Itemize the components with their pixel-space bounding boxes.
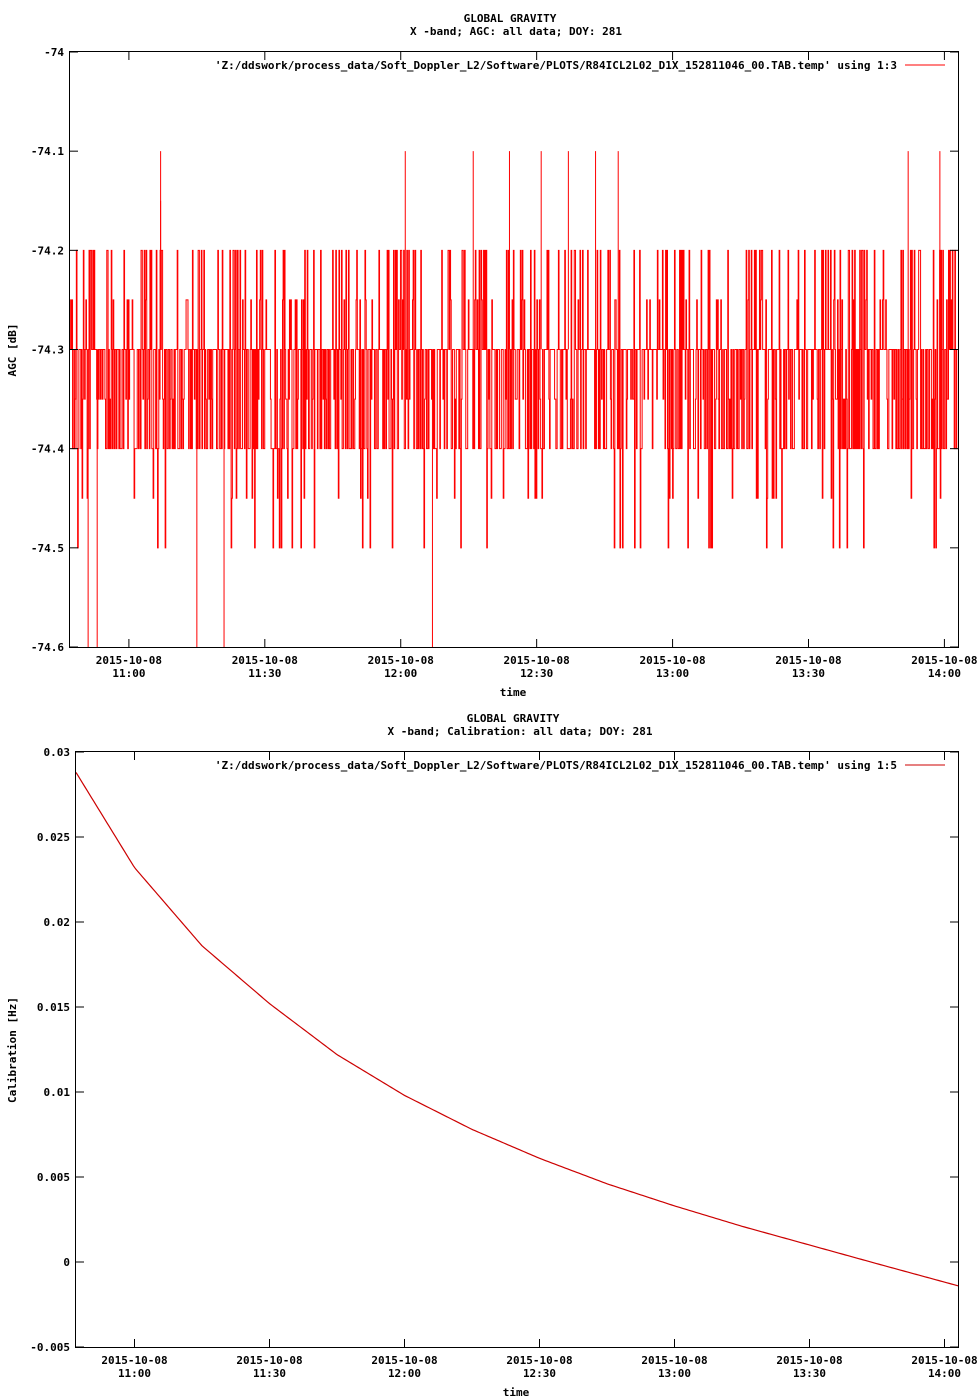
x-tick-time: 12:30: [523, 1367, 556, 1380]
x-tick-date: 2015-10-08: [911, 1354, 977, 1367]
x-tick-date: 2015-10-08: [776, 1354, 842, 1367]
y-tick-label: -74.4: [31, 443, 64, 456]
x-tick-date: 2015-10-08: [639, 654, 705, 667]
x-tick-date: 2015-10-08: [368, 654, 434, 667]
y-tick-label: 0: [63, 1256, 70, 1269]
chart-subtitle: X -band; Calibration: all data; DOY: 281: [388, 725, 653, 738]
chart-subtitle: X -band; AGC: all data; DOY: 281: [410, 25, 622, 38]
chart-title: GLOBAL GRAVITY: [464, 12, 557, 25]
x-tick-time: 13:00: [658, 1367, 691, 1380]
x-tick-time: 13:00: [656, 667, 689, 680]
x-tick-date: 2015-10-08: [504, 654, 570, 667]
legend: 'Z:/ddswork/process_data/Soft_Doppler_L2…: [215, 759, 945, 772]
x-tick-date: 2015-10-08: [96, 654, 162, 667]
legend-label: 'Z:/ddswork/process_data/Soft_Doppler_L2…: [215, 759, 897, 772]
agc-chart: GLOBAL GRAVITY X -band; AGC: all data; D…: [6, 12, 978, 699]
x-tick-time: 13:30: [793, 1367, 826, 1380]
x-axis-ticks: 2015-10-0811:002015-10-0811:302015-10-08…: [96, 52, 978, 680]
x-axis-ticks: 2015-10-0811:002015-10-0811:302015-10-08…: [101, 752, 978, 1380]
x-tick-date: 2015-10-08: [371, 1354, 437, 1367]
y-tick-label: -0.005: [30, 1341, 70, 1354]
y-tick-label: 0.025: [37, 831, 70, 844]
legend: 'Z:/ddswork/process_data/Soft_Doppler_L2…: [215, 59, 945, 72]
series-line: [70, 249, 958, 549]
y-tick-label: 0.01: [44, 1086, 71, 1099]
chart-title: GLOBAL GRAVITY: [467, 712, 560, 725]
x-tick-time: 11:30: [253, 1367, 286, 1380]
y-tick-label: 0.02: [44, 916, 71, 929]
x-tick-date: 2015-10-08: [236, 1354, 302, 1367]
calibration-chart: GLOBAL GRAVITY X -band; Calibration: all…: [6, 712, 978, 1399]
calibration-marks: [75, 772, 959, 1287]
y-tick-label: -74.6: [31, 641, 64, 654]
legend-label: 'Z:/ddswork/process_data/Soft_Doppler_L2…: [215, 59, 897, 72]
y-tick-label: -74.2: [31, 244, 64, 257]
y-tick-label: 0.005: [37, 1171, 70, 1184]
y-tick-label: -74.1: [31, 145, 64, 158]
x-tick-time: 14:00: [928, 667, 961, 680]
x-tick-time: 13:30: [792, 667, 825, 680]
y-axis-ticks: -74 -74.1 -74.2 -74.3 -74.4 -74.5 -74.6: [31, 46, 958, 654]
x-tick-date: 2015-10-08: [911, 654, 977, 667]
x-axis-label: time: [503, 1386, 530, 1399]
y-tick-label: 0.03: [44, 746, 71, 759]
x-tick-time: 11:30: [248, 667, 281, 680]
plot-frame: [69, 51, 959, 648]
x-tick-date: 2015-10-08: [641, 1354, 707, 1367]
x-tick-time: 12:30: [520, 667, 553, 680]
y-axis-ticks: 0.03 0.025 0.02 0.015 0.01 0.005 0 -0.005: [30, 746, 958, 1354]
x-tick-date: 2015-10-08: [232, 654, 298, 667]
x-tick-time: 12:00: [388, 1367, 421, 1380]
series-line: [75, 772, 959, 1287]
y-tick-label: 0.015: [37, 1001, 70, 1014]
y-tick-label: -74.3: [31, 344, 64, 357]
x-tick-time: 12:00: [384, 667, 417, 680]
x-tick-time: 11:00: [112, 667, 145, 680]
agc-marks: [70, 151, 958, 647]
y-axis-label: Calibration [Hz]: [6, 997, 19, 1103]
x-tick-time: 11:00: [118, 1367, 151, 1380]
x-tick-date: 2015-10-08: [101, 1354, 167, 1367]
plot-frame: [75, 751, 959, 1348]
y-tick-label: -74.5: [31, 542, 64, 555]
y-tick-label: -74: [44, 46, 64, 59]
x-tick-date: 2015-10-08: [506, 1354, 572, 1367]
y-axis-label: AGC [dB]: [6, 324, 19, 377]
x-tick-time: 14:00: [928, 1367, 961, 1380]
x-tick-date: 2015-10-08: [775, 654, 841, 667]
x-axis-label: time: [500, 686, 527, 699]
